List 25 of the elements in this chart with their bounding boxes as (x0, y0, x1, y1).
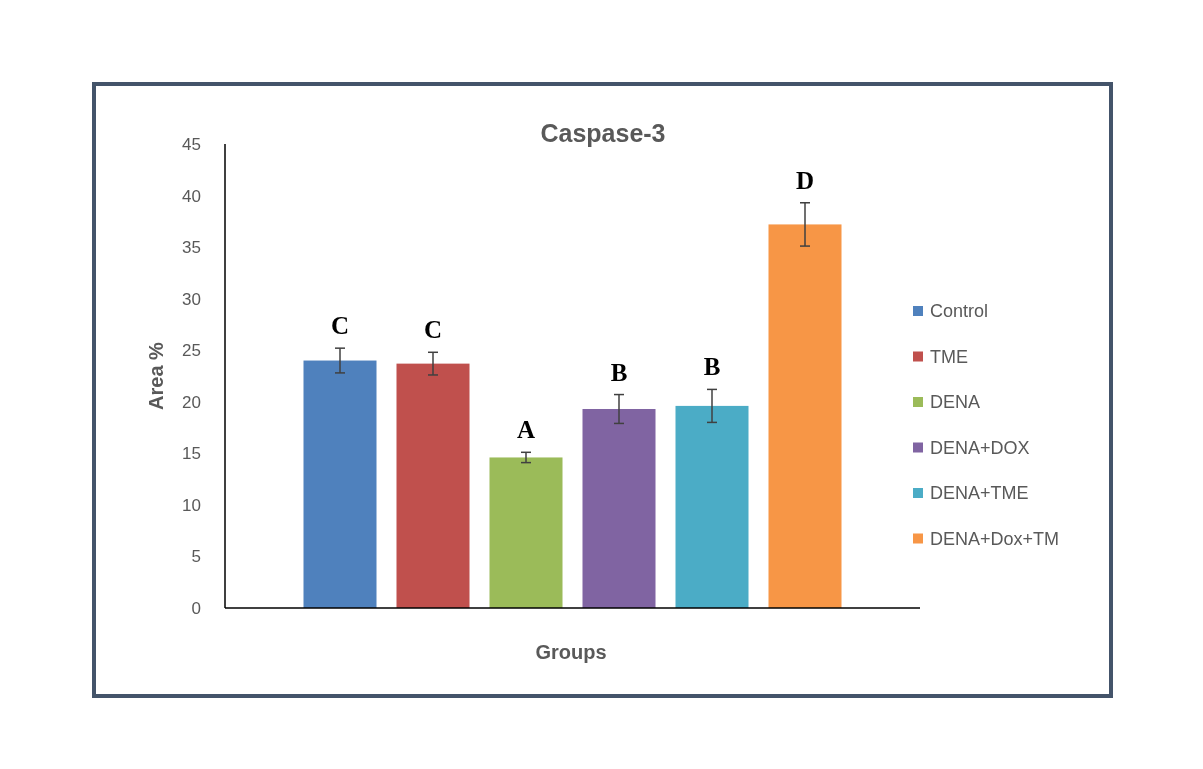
y-axis-title: Area % (145, 341, 167, 410)
y-tick-label: 15 (182, 444, 201, 464)
y-tick-label: 35 (182, 238, 201, 258)
annotation: B (610, 358, 628, 386)
annotation: D (795, 166, 815, 194)
y-tick-label: 45 (182, 134, 201, 154)
chart-title: Caspase-3 (540, 119, 666, 147)
legend-label: DENA+Dox+TM (930, 528, 1060, 549)
y-tick-label: 0 (191, 598, 201, 618)
y-tick-label: 25 (182, 341, 201, 361)
annotation: A (516, 416, 536, 444)
legend-label: TME (930, 346, 968, 367)
y-tick-label: 40 (182, 186, 201, 206)
legend-label: DENA+DOX (930, 437, 1030, 458)
legend-label: DENA (930, 392, 981, 413)
y-tick-label: 10 (182, 495, 201, 515)
y-tick-label: 20 (182, 392, 201, 412)
y-tick-label: 5 (191, 547, 201, 567)
x-axis-title: Groups (535, 641, 607, 663)
legend-label: Control (930, 301, 989, 322)
annotation: C (330, 312, 350, 340)
annotation: B (703, 353, 721, 381)
annotation: C (423, 316, 443, 344)
legend-label: DENA+TME (930, 483, 1029, 504)
y-tick-label: 30 (182, 289, 201, 309)
